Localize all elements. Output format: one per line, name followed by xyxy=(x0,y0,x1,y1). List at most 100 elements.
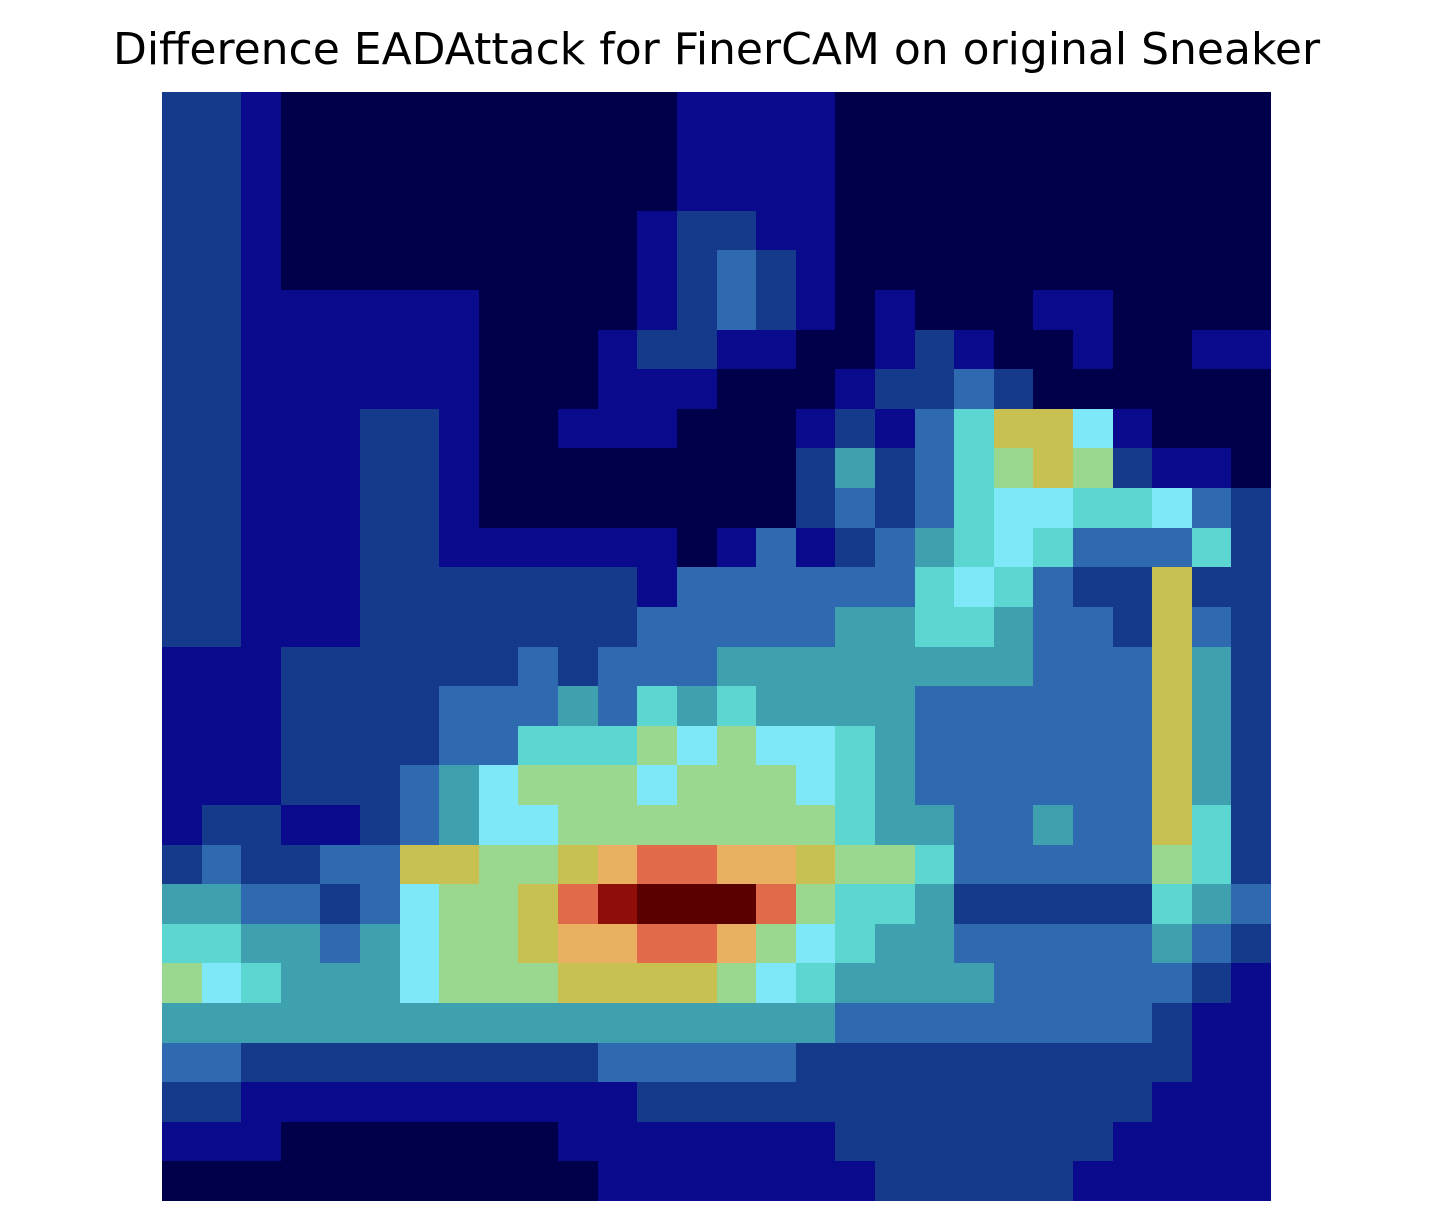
heatmap-cell xyxy=(1192,369,1231,409)
heatmap-cell xyxy=(1033,726,1073,765)
heatmap-cell xyxy=(162,1043,202,1082)
heatmap-cell xyxy=(1033,330,1073,369)
heatmap-cell xyxy=(796,607,835,647)
heatmap-cell xyxy=(1231,686,1271,726)
heatmap-cell xyxy=(915,488,954,528)
heatmap-cell xyxy=(1231,1003,1271,1043)
heatmap-cell xyxy=(518,1122,558,1161)
heatmap-cell xyxy=(281,1122,320,1161)
heatmap-cell xyxy=(1113,607,1152,647)
heatmap-cell xyxy=(598,1003,637,1043)
heatmap-cell xyxy=(1073,924,1113,963)
heatmap-cell xyxy=(281,567,320,607)
heatmap-cell xyxy=(1113,1003,1152,1043)
heatmap-cell xyxy=(360,211,400,250)
heatmap-cell xyxy=(756,369,796,409)
heatmap-cell xyxy=(875,528,915,567)
heatmap-cell xyxy=(994,924,1033,963)
heatmap-cell xyxy=(1113,845,1152,884)
heatmap-cell xyxy=(756,132,796,171)
heatmap-cell xyxy=(756,528,796,567)
heatmap-cell xyxy=(1192,963,1231,1003)
heatmap-cell xyxy=(1152,765,1192,805)
heatmap-cell xyxy=(479,805,518,845)
heatmap-cell xyxy=(875,211,915,250)
heatmap-cell xyxy=(875,845,915,884)
heatmap-cell xyxy=(558,884,598,924)
heatmap-cell xyxy=(598,1082,637,1122)
heatmap-cell xyxy=(994,963,1033,1003)
heatmap-cell xyxy=(439,132,479,171)
heatmap-cell xyxy=(1152,488,1192,528)
heatmap-cell xyxy=(915,1082,954,1122)
heatmap-cell xyxy=(954,171,994,211)
heatmap-cell xyxy=(518,726,558,765)
heatmap-cell xyxy=(875,647,915,686)
heatmap-cell xyxy=(1113,1161,1152,1201)
heatmap-cell xyxy=(162,647,202,686)
heatmap-cell xyxy=(360,567,400,607)
heatmap-cell xyxy=(1033,607,1073,647)
heatmap-cell xyxy=(162,132,202,171)
heatmap-cell xyxy=(835,607,875,647)
heatmap-cell xyxy=(281,290,320,330)
heatmap-cell xyxy=(1113,963,1152,1003)
heatmap-cell xyxy=(241,92,281,132)
heatmap-cell xyxy=(479,92,518,132)
heatmap-cell xyxy=(162,290,202,330)
heatmap-cell xyxy=(875,330,915,369)
heatmap-cell xyxy=(400,528,439,567)
heatmap-cell xyxy=(637,290,677,330)
heatmap-cell xyxy=(281,647,320,686)
heatmap-cell xyxy=(717,924,756,963)
heatmap-cell xyxy=(677,330,717,369)
heatmap-cell xyxy=(915,924,954,963)
heatmap-cell xyxy=(162,607,202,647)
heatmap-cell xyxy=(241,726,281,765)
heatmap-cell xyxy=(320,290,360,330)
heatmap-cell xyxy=(1073,409,1113,448)
heatmap-cell xyxy=(1152,1082,1192,1122)
heatmap-cell xyxy=(439,448,479,488)
heatmap-cell xyxy=(677,132,717,171)
heatmap-cell xyxy=(677,647,717,686)
heatmap-cell xyxy=(479,211,518,250)
heatmap-cell xyxy=(875,448,915,488)
heatmap-cell xyxy=(320,211,360,250)
heatmap-cell xyxy=(994,211,1033,250)
heatmap-cell xyxy=(162,884,202,924)
heatmap-cell xyxy=(915,1122,954,1161)
heatmap-cell xyxy=(835,963,875,1003)
heatmap-cell xyxy=(320,884,360,924)
heatmap-cell xyxy=(202,884,241,924)
heatmap-cell xyxy=(677,845,717,884)
heatmap-cell xyxy=(439,1082,479,1122)
heatmap-cell xyxy=(796,845,835,884)
heatmap-cell xyxy=(954,1003,994,1043)
heatmap-cell xyxy=(954,290,994,330)
heatmap-cell xyxy=(717,686,756,726)
heatmap-cell xyxy=(1113,805,1152,845)
heatmap-cell xyxy=(202,1082,241,1122)
heatmap-cell xyxy=(796,647,835,686)
heatmap-cell xyxy=(439,845,479,884)
heatmap-cell xyxy=(756,726,796,765)
heatmap-cell xyxy=(1033,765,1073,805)
heatmap-cell xyxy=(796,1082,835,1122)
heatmap-cell xyxy=(915,290,954,330)
heatmap-cell xyxy=(202,250,241,290)
heatmap-cell xyxy=(1152,963,1192,1003)
heatmap-cell xyxy=(360,607,400,647)
heatmap-cell xyxy=(954,250,994,290)
heatmap-cell xyxy=(637,963,677,1003)
heatmap-cell xyxy=(598,92,637,132)
heatmap-cell xyxy=(320,805,360,845)
heatmap-cell xyxy=(202,409,241,448)
heatmap-cell xyxy=(400,92,439,132)
heatmap-cell xyxy=(717,726,756,765)
heatmap-cell xyxy=(796,726,835,765)
heatmap-cell xyxy=(281,726,320,765)
heatmap-cell xyxy=(1033,567,1073,607)
heatmap-cell xyxy=(598,211,637,250)
heatmap-cell xyxy=(1152,567,1192,607)
